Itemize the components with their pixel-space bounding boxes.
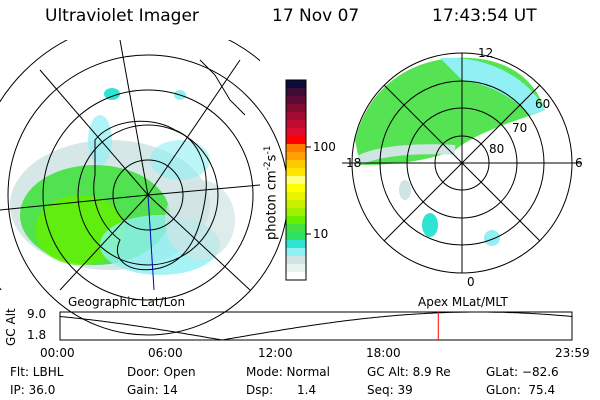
alt-ylabel: GC Alt bbox=[4, 308, 18, 346]
date-label: 17 Nov 07 bbox=[272, 6, 360, 26]
alt-ytick-max: 9.0 bbox=[27, 307, 47, 321]
mlt-0: 0 bbox=[467, 275, 475, 289]
colorbar-band bbox=[286, 176, 306, 185]
colorbar-band bbox=[286, 88, 306, 97]
geographic-map bbox=[0, 25, 318, 365]
colorbar-band bbox=[286, 136, 306, 145]
colorbar-tick-100: 100 bbox=[313, 140, 336, 154]
colorbar-band bbox=[286, 264, 306, 273]
polar-map bbox=[342, 52, 582, 274]
colorbar-band bbox=[286, 232, 306, 241]
altitude-plot bbox=[59, 311, 573, 341]
mlt-12: 12 bbox=[478, 46, 494, 60]
colorbar-band bbox=[286, 272, 306, 281]
instrument-title: Ultraviolet Imager bbox=[45, 6, 199, 26]
gc-alt: GC Alt: 8.9 Re bbox=[367, 365, 451, 379]
colorbar-band bbox=[286, 192, 306, 201]
mlt-6: 6 bbox=[575, 156, 583, 170]
seq: Seq: 39 bbox=[367, 383, 413, 397]
gain: Gain: 14 bbox=[127, 383, 178, 397]
colorbar-band bbox=[286, 248, 306, 257]
xtick-2359: 23:59 bbox=[555, 346, 590, 360]
colorbar-band bbox=[286, 96, 306, 105]
glat: GLat: −82.6 bbox=[486, 365, 559, 379]
time-label: 17:43:54 UT bbox=[432, 6, 537, 26]
right-map-label: Apex MLat/MLT bbox=[418, 295, 508, 309]
colorbar-band bbox=[286, 104, 306, 113]
colorbar-band bbox=[286, 224, 306, 233]
colorbar-band bbox=[286, 152, 306, 161]
colorbar-frame bbox=[285, 79, 307, 281]
ip: IP: 36.0 bbox=[10, 383, 56, 397]
colorbar-band bbox=[286, 200, 306, 209]
colorbar-band bbox=[286, 120, 306, 129]
colorbar-label: photon cm-2s-1 bbox=[263, 145, 280, 240]
colorbar-band bbox=[286, 240, 306, 249]
xtick-1200: 12:00 bbox=[258, 346, 293, 360]
colorbar-band bbox=[286, 168, 306, 177]
alt-ytick-min: 1.8 bbox=[27, 328, 47, 342]
colorbar-band bbox=[286, 112, 306, 121]
glon: GLon: 75.4 bbox=[486, 383, 556, 397]
colorbar-band bbox=[286, 256, 306, 265]
door: Door: Open bbox=[127, 365, 196, 379]
mlat-70: 70 bbox=[512, 121, 528, 135]
xtick-1800: 18:00 bbox=[366, 346, 401, 360]
colorbar-band bbox=[286, 184, 306, 193]
mode: Mode: Normal bbox=[246, 365, 330, 379]
dsp-value: 1.4 bbox=[297, 383, 317, 397]
altitude-curve bbox=[59, 311, 573, 341]
colorbar-band bbox=[286, 160, 306, 169]
colorbar-band bbox=[286, 80, 306, 89]
colorbar-band bbox=[286, 216, 306, 225]
left-map-label: Geographic Lat/Lon bbox=[68, 295, 186, 309]
filter: Flt: LBHL bbox=[10, 365, 64, 379]
mlat-80: 80 bbox=[489, 142, 505, 156]
colorbar-tick-10: 10 bbox=[313, 227, 329, 241]
colorbar-band bbox=[286, 144, 306, 153]
xtick-0600: 06:00 bbox=[148, 346, 183, 360]
mlt-18: 18 bbox=[346, 156, 362, 170]
xtick-0000: 00:00 bbox=[40, 346, 75, 360]
colorbar bbox=[286, 80, 306, 281]
mlat-60: 60 bbox=[535, 97, 551, 111]
colorbar-band bbox=[286, 128, 306, 137]
colorbar-band bbox=[286, 208, 306, 217]
dsp-label: Dsp: bbox=[246, 383, 274, 397]
